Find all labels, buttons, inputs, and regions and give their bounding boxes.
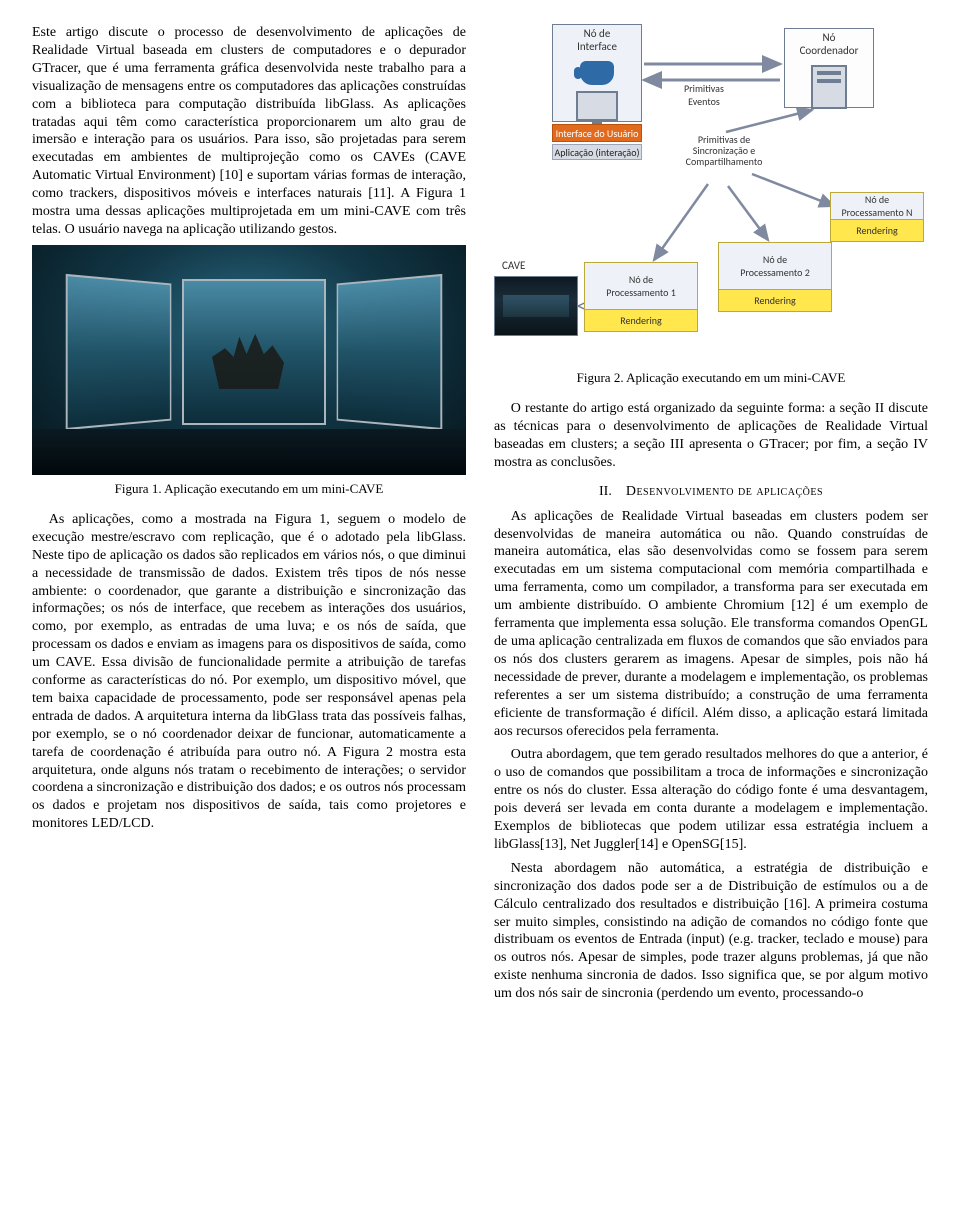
glove-icon <box>580 61 614 85</box>
col2-para1: O restante do artigo está organizado da … <box>494 400 928 472</box>
node-interface: Nó de Interface <box>552 24 642 122</box>
node-processing-2: Nó de Processamento 2 Rendering <box>718 242 832 312</box>
procn-label: Nó de Processamento N <box>831 193 923 220</box>
col2-para3: Outra abordagem, que tem gerado resultad… <box>494 746 928 853</box>
proc1-label: Nó de Processamento 1 <box>585 263 697 310</box>
figure-2-caption: Figura 2. Aplicação executando em um min… <box>494 370 928 386</box>
node-interface-label: Nó de Interface <box>553 25 641 55</box>
node-processing-1: Nó de Processamento 1 Rendering <box>584 262 698 332</box>
cave-label: CAVE <box>502 259 525 272</box>
figure-2-diagram: Nó de Interface Interface do Usuário Apl… <box>494 24 924 364</box>
node-processing-n: Nó de Processamento N Rendering <box>830 192 924 242</box>
node-coordinator: Nó Coordenador <box>784 28 874 108</box>
app-bar: Aplicação (interação) <box>552 144 642 160</box>
intro-paragraph: Este artigo discute o processo de desenv… <box>32 24 466 239</box>
sync-label: Primitivas de Sincronização e Compartilh… <box>674 134 774 184</box>
proc2-render: Rendering <box>719 290 831 311</box>
node-coord-label: Nó Coordenador <box>785 29 873 59</box>
proc1-render: Rendering <box>585 310 697 331</box>
figure-1-caption: Figura 1. Aplicação executando em um min… <box>32 481 466 497</box>
proc2-label: Nó de Processamento 2 <box>719 243 831 290</box>
section-2-num: II. <box>599 484 612 499</box>
procn-render: Rendering <box>831 220 923 241</box>
ui-bar: Interface do Usuário <box>552 124 642 142</box>
cave-thumbnail <box>494 276 578 336</box>
monitor-icon <box>576 91 618 121</box>
figure-1-photo <box>32 245 466 475</box>
section-2-heading: II. Desenvolvimento de aplicações <box>494 484 928 500</box>
server-icon <box>811 65 847 109</box>
col2-para4: Nesta abordagem não automática, a estrat… <box>494 860 928 1003</box>
section-2-title: Desenvolvimento de aplicações <box>626 484 823 499</box>
paragraph-2: As aplicações, como a mostrada na Figura… <box>32 511 466 833</box>
arrow-label-primitives: Primitivas Eventos <box>684 82 724 108</box>
col2-para2: As aplicações de Realidade Virtual basea… <box>494 508 928 741</box>
